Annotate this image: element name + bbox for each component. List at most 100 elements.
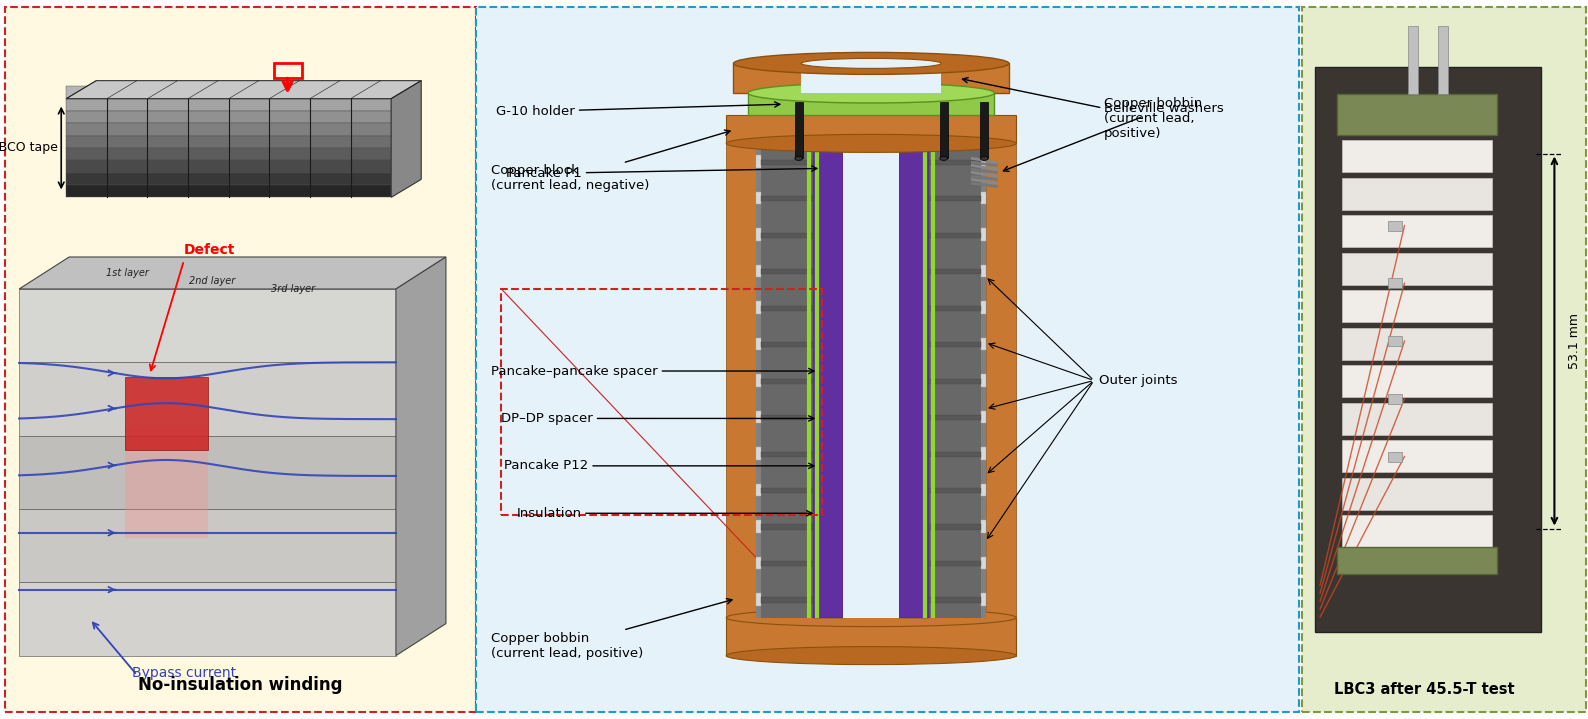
Bar xyxy=(929,160,981,165)
Text: G-10 holder: G-10 holder xyxy=(497,102,780,118)
Polygon shape xyxy=(19,582,395,656)
Ellipse shape xyxy=(734,52,1008,74)
Bar xyxy=(1388,221,1402,231)
Bar xyxy=(1388,278,1402,288)
Bar xyxy=(1342,441,1491,472)
Bar xyxy=(1388,394,1402,404)
Bar xyxy=(1342,290,1491,322)
Bar xyxy=(929,342,981,347)
Bar xyxy=(802,63,942,93)
Text: Belleville washers: Belleville washers xyxy=(1004,102,1224,171)
Bar xyxy=(756,484,761,496)
Ellipse shape xyxy=(726,646,1016,664)
Bar xyxy=(5,7,476,712)
Bar xyxy=(761,143,813,618)
Bar xyxy=(1342,365,1491,398)
Bar xyxy=(813,143,843,618)
Text: Copper bobbin
(current lead, positive): Copper bobbin (current lead, positive) xyxy=(491,599,732,659)
Text: Copper block
(current lead, negative): Copper block (current lead, negative) xyxy=(491,130,730,193)
Bar xyxy=(761,269,813,274)
Bar xyxy=(1337,547,1496,574)
Bar xyxy=(761,160,813,165)
Bar xyxy=(981,557,986,569)
Bar xyxy=(981,484,986,496)
Text: DP–DP spacer: DP–DP spacer xyxy=(502,412,815,425)
Bar xyxy=(986,143,1016,618)
Bar xyxy=(1409,27,1418,94)
Bar xyxy=(761,306,813,311)
Polygon shape xyxy=(67,185,391,197)
Polygon shape xyxy=(67,136,391,148)
Bar xyxy=(761,196,813,201)
Bar xyxy=(929,233,981,238)
Ellipse shape xyxy=(794,157,804,160)
Bar xyxy=(1342,178,1491,210)
Bar xyxy=(124,429,208,539)
Bar xyxy=(761,452,813,457)
Bar xyxy=(981,411,986,423)
Bar xyxy=(273,63,302,78)
Bar xyxy=(756,228,761,241)
Bar xyxy=(1342,516,1491,547)
Bar xyxy=(929,561,981,566)
Text: Insulation: Insulation xyxy=(516,507,811,520)
Bar xyxy=(929,306,981,311)
Polygon shape xyxy=(19,509,395,582)
Text: LBC3 after 45.5-T test: LBC3 after 45.5-T test xyxy=(1334,682,1515,697)
Bar xyxy=(761,561,813,566)
Text: 1st layer: 1st layer xyxy=(106,268,149,278)
Bar xyxy=(929,196,981,201)
Bar xyxy=(756,411,761,423)
Bar xyxy=(756,374,761,387)
Bar xyxy=(756,265,761,278)
Bar xyxy=(756,192,761,204)
Bar xyxy=(476,7,1299,712)
Bar xyxy=(726,116,1016,143)
Text: 2nd layer: 2nd layer xyxy=(189,276,235,286)
Bar xyxy=(929,597,981,603)
Text: 53.1 mm: 53.1 mm xyxy=(1569,313,1582,369)
Bar xyxy=(734,63,1008,93)
Bar xyxy=(748,93,994,116)
Bar xyxy=(726,618,1016,656)
Text: Pancake P12: Pancake P12 xyxy=(505,459,815,472)
Bar xyxy=(981,447,986,460)
Bar xyxy=(756,301,761,314)
Bar xyxy=(1342,403,1491,435)
Bar xyxy=(756,447,761,460)
Polygon shape xyxy=(19,289,395,362)
Polygon shape xyxy=(67,86,391,99)
Ellipse shape xyxy=(940,157,948,160)
Bar xyxy=(1342,216,1491,247)
Bar xyxy=(981,338,986,350)
Bar xyxy=(761,415,813,420)
Bar xyxy=(981,520,986,533)
Text: REBCO tape: REBCO tape xyxy=(0,142,59,155)
Bar xyxy=(981,374,986,387)
Polygon shape xyxy=(19,257,446,289)
Bar xyxy=(981,155,986,168)
Bar xyxy=(981,593,986,605)
Bar xyxy=(756,155,761,168)
Bar xyxy=(981,192,986,204)
Bar xyxy=(761,342,813,347)
Polygon shape xyxy=(395,257,446,656)
Bar xyxy=(756,143,761,618)
Bar xyxy=(929,524,981,530)
Ellipse shape xyxy=(802,58,942,68)
Bar xyxy=(761,488,813,493)
Bar xyxy=(756,593,761,605)
Bar xyxy=(761,524,813,530)
Text: Outer joints: Outer joints xyxy=(1099,374,1177,387)
Bar xyxy=(929,415,981,420)
Bar xyxy=(1337,94,1496,134)
Ellipse shape xyxy=(980,157,988,160)
Bar xyxy=(1302,7,1586,712)
Polygon shape xyxy=(67,148,391,160)
Text: Pancake P1: Pancake P1 xyxy=(507,166,816,180)
Polygon shape xyxy=(19,436,395,509)
Bar xyxy=(794,102,804,158)
Polygon shape xyxy=(391,81,421,197)
Polygon shape xyxy=(19,362,395,436)
Bar xyxy=(1439,27,1448,94)
